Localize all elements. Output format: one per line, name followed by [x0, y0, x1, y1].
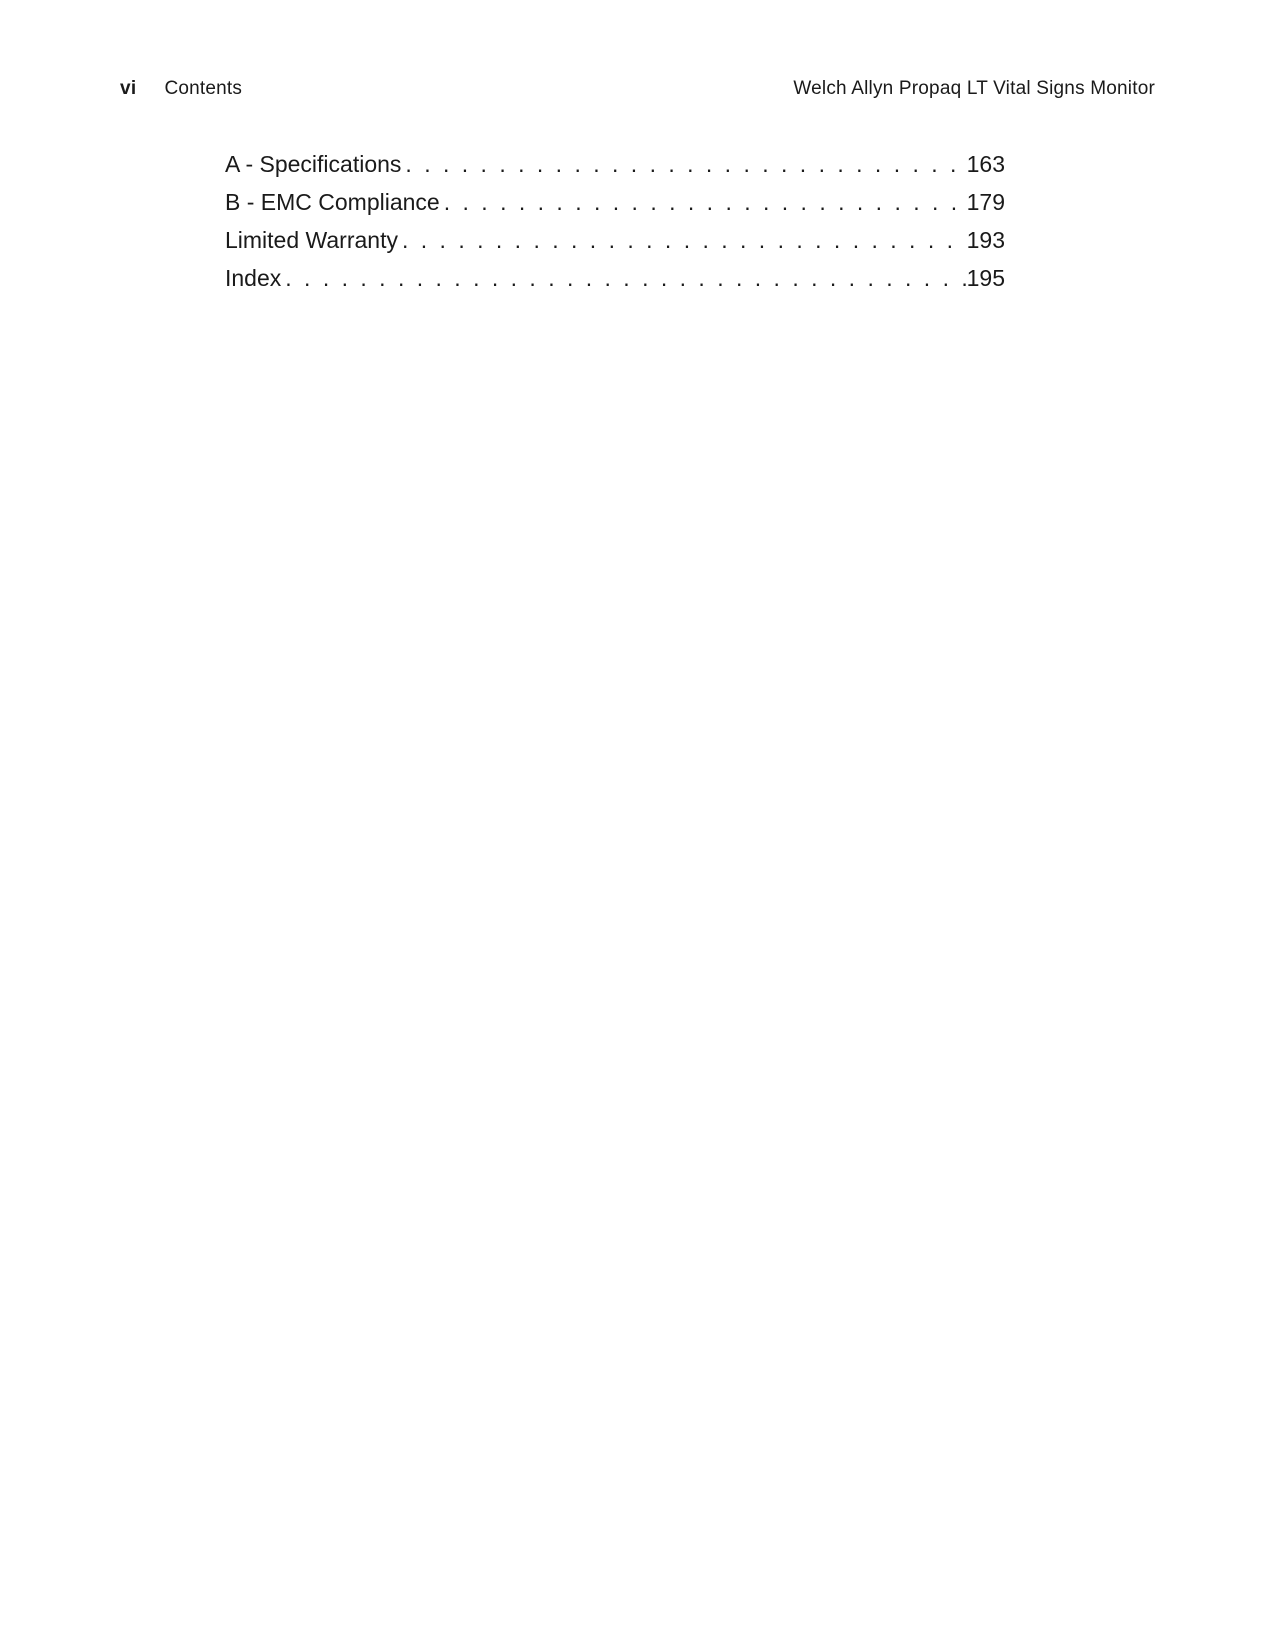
toc-entry-title: B - EMC Compliance — [225, 183, 440, 221]
toc-entry-title: Limited Warranty — [225, 221, 398, 259]
table-of-contents: A - Specifications . . . . . . . . . . .… — [225, 145, 1005, 297]
header-left: vi Contents — [120, 78, 242, 100]
toc-dot-leader: . . . . . . . . . . . . . . . . . . . . … — [401, 145, 966, 183]
toc-entry: B - EMC Compliance . . . . . . . . . . .… — [225, 183, 1005, 221]
product-name: Welch Allyn Propaq LT Vital Signs Monito… — [793, 78, 1155, 100]
toc-entry-page: 163 — [967, 145, 1005, 183]
toc-entry-page: 179 — [967, 183, 1005, 221]
toc-entry-title: A - Specifications — [225, 145, 401, 183]
toc-dot-leader: . . . . . . . . . . . . . . . . . . . . … — [281, 259, 966, 297]
toc-entry-page: 195 — [967, 259, 1005, 297]
section-label: Contents — [164, 78, 242, 100]
toc-entry: A - Specifications . . . . . . . . . . .… — [225, 145, 1005, 183]
toc-dot-leader: . . . . . . . . . . . . . . . . . . . . … — [440, 183, 967, 221]
toc-entry: Index . . . . . . . . . . . . . . . . . … — [225, 259, 1005, 297]
toc-entry: Limited Warranty . . . . . . . . . . . .… — [225, 221, 1005, 259]
toc-entry-title: Index — [225, 259, 281, 297]
toc-dot-leader: . . . . . . . . . . . . . . . . . . . . … — [398, 221, 967, 259]
page-header: vi Contents Welch Allyn Propaq LT Vital … — [0, 78, 1275, 100]
toc-entry-page: 193 — [967, 221, 1005, 259]
page-number: vi — [120, 78, 136, 100]
